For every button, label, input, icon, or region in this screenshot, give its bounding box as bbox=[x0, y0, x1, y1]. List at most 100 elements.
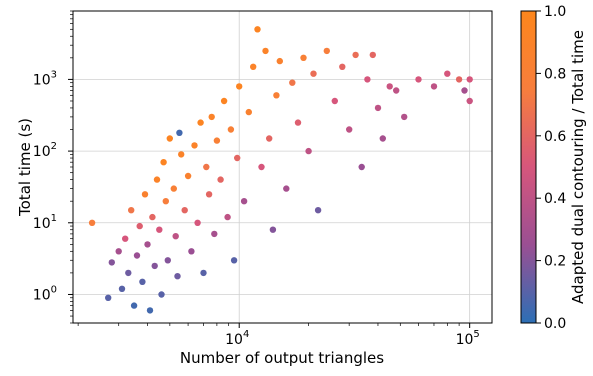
data-point bbox=[352, 51, 359, 59]
data-point bbox=[266, 135, 273, 142]
data-point bbox=[178, 151, 185, 158]
data-point bbox=[170, 185, 177, 192]
data-point bbox=[386, 83, 393, 90]
y-tick-label: 101 bbox=[33, 213, 57, 232]
data-points bbox=[88, 26, 473, 314]
data-point bbox=[162, 198, 169, 205]
data-point bbox=[115, 248, 122, 255]
data-point bbox=[339, 63, 346, 70]
data-point bbox=[234, 154, 241, 162]
data-point bbox=[158, 291, 165, 298]
data-point bbox=[184, 172, 192, 180]
data-point bbox=[269, 226, 277, 233]
data-point bbox=[88, 219, 96, 226]
data-point bbox=[227, 126, 235, 133]
data-point bbox=[240, 198, 248, 205]
y-tick-exponent: 1 bbox=[51, 213, 57, 224]
colorbar-label: Adapted dual contouring / Total time bbox=[569, 30, 587, 304]
data-point bbox=[149, 213, 156, 221]
data-point bbox=[461, 87, 468, 94]
colorbar-tick-label: 1.0 bbox=[544, 4, 566, 20]
data-point bbox=[153, 176, 161, 183]
data-point bbox=[220, 97, 228, 105]
data-point bbox=[191, 142, 198, 149]
data-point bbox=[144, 241, 151, 248]
data-point bbox=[236, 83, 243, 90]
data-point bbox=[108, 259, 116, 266]
y-tick-exponent: 2 bbox=[51, 141, 57, 152]
data-point bbox=[164, 257, 171, 264]
data-point bbox=[466, 97, 473, 105]
x-tick-exponent: 5 bbox=[473, 329, 479, 340]
y-tick-label: 102 bbox=[33, 141, 57, 160]
grid-lines bbox=[73, 11, 492, 323]
data-point bbox=[401, 113, 408, 121]
colorbar bbox=[520, 10, 537, 324]
y-tick-label: 100 bbox=[33, 284, 57, 303]
data-point bbox=[224, 213, 231, 221]
data-point bbox=[181, 207, 188, 214]
data-point bbox=[125, 269, 132, 277]
data-point bbox=[166, 135, 173, 142]
data-point bbox=[208, 113, 215, 121]
data-point bbox=[276, 57, 283, 65]
x-axis-label: Number of output triangles bbox=[180, 349, 384, 367]
data-point bbox=[205, 191, 213, 198]
y-tick-exponent: 3 bbox=[51, 69, 57, 80]
data-point bbox=[250, 63, 257, 70]
data-point bbox=[455, 76, 463, 83]
data-point bbox=[194, 219, 201, 226]
data-point bbox=[118, 285, 126, 292]
data-point bbox=[374, 104, 382, 112]
data-point bbox=[156, 226, 163, 233]
data-point bbox=[379, 135, 386, 142]
data-point bbox=[130, 302, 138, 309]
x-tick-label: 105 bbox=[456, 329, 480, 348]
data-point bbox=[430, 83, 438, 90]
data-point bbox=[213, 137, 221, 144]
data-point bbox=[160, 159, 167, 166]
data-point bbox=[139, 278, 146, 285]
data-point bbox=[300, 54, 307, 61]
plot-background bbox=[73, 11, 492, 323]
data-point bbox=[331, 97, 338, 105]
colorbar-axis: 0.0 0.2 0.4 0.6 0.8 1.0 bbox=[536, 4, 566, 332]
data-point bbox=[262, 47, 269, 55]
data-point bbox=[200, 269, 207, 277]
data-point bbox=[245, 108, 252, 116]
data-point bbox=[197, 119, 204, 126]
data-point bbox=[273, 92, 280, 99]
data-point bbox=[105, 294, 112, 301]
x-tick-label: 104 bbox=[225, 329, 249, 348]
colorbar-tick-label: 0.8 bbox=[544, 66, 566, 82]
data-point bbox=[230, 257, 238, 264]
data-point bbox=[136, 222, 143, 230]
data-point bbox=[283, 185, 290, 192]
data-point bbox=[188, 248, 195, 255]
data-point bbox=[289, 79, 296, 86]
data-point bbox=[141, 191, 149, 198]
data-point bbox=[211, 230, 218, 238]
data-point bbox=[310, 70, 317, 77]
data-point bbox=[294, 119, 302, 126]
data-point bbox=[146, 307, 154, 314]
data-point bbox=[122, 235, 129, 242]
colorbar-tick-label: 0.4 bbox=[544, 191, 566, 207]
data-point bbox=[128, 207, 135, 214]
colorbar-tick-label: 0.2 bbox=[544, 254, 566, 270]
data-point bbox=[358, 163, 365, 171]
data-point bbox=[217, 176, 224, 183]
data-point bbox=[254, 26, 261, 33]
data-point bbox=[346, 126, 353, 133]
data-point bbox=[203, 163, 210, 171]
data-point bbox=[323, 47, 330, 55]
colorbar-tick-label: 0.6 bbox=[544, 129, 566, 145]
data-point bbox=[172, 233, 179, 240]
data-point bbox=[176, 129, 183, 136]
data-point bbox=[314, 207, 322, 214]
y-tick-exponent: 0 bbox=[51, 284, 57, 295]
y-axis-label: Total time (s) bbox=[16, 118, 34, 217]
data-point bbox=[393, 87, 400, 94]
data-point bbox=[364, 76, 371, 83]
